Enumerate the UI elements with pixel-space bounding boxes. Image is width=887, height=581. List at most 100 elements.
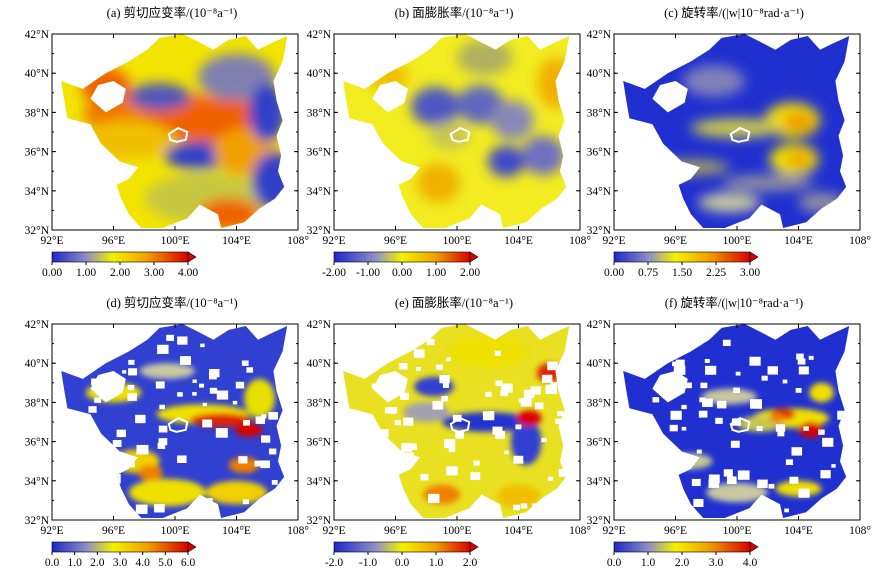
data-gap (82, 471, 92, 479)
lon-tick-label: 96°E (384, 235, 407, 247)
data-gap (756, 426, 763, 432)
field-blob (343, 463, 359, 491)
data-gap (94, 503, 101, 509)
field-blob (61, 455, 77, 487)
data-gap (523, 389, 535, 399)
data-gap (534, 402, 544, 410)
data-gap (135, 414, 146, 424)
lat-tick-label: 32°N (587, 225, 612, 237)
data-gap (700, 382, 708, 389)
data-gap (797, 358, 806, 365)
data-gap (730, 440, 740, 448)
map-d: 42°N 40°N 38°N 36°N 34°N 32°N92°E 96°E 100°E 104… (25, 319, 310, 569)
lon-tick-label: 100°E (723, 235, 752, 247)
qinghai-lake-outline (167, 126, 189, 143)
lon-tick-label: 108° (287, 525, 309, 537)
field-blob (441, 412, 534, 432)
colorbar-arrow (187, 251, 197, 263)
data-gap (494, 350, 502, 356)
lon-tick-label: 104°E (784, 525, 813, 537)
lat-tick-label: 32°N (25, 515, 50, 527)
colorbar-tick-label: 1.00 (76, 267, 96, 279)
colorbar-tick-label: 2.00 (110, 267, 130, 279)
lat-tick-label: 34°N (25, 186, 50, 198)
data-gap (662, 340, 667, 344)
field-blob (783, 113, 814, 132)
lon-tick-label: 104°E (222, 525, 251, 537)
data-gap (693, 498, 704, 507)
data-gap (255, 416, 266, 424)
data-gap (443, 439, 456, 449)
data-gap (513, 455, 524, 464)
lat-tick-label: 38°N (307, 107, 332, 119)
data-gap (209, 387, 218, 394)
data-gap (381, 445, 391, 453)
data-gap (501, 383, 513, 393)
data-gap (91, 378, 100, 386)
colorbar (613, 541, 751, 553)
colorbar-arrow (469, 541, 479, 553)
colorbar-tick-label: 0.00 (604, 267, 624, 279)
map-a: 42°N 40°N 38°N 36°N 34°N 32°N92°E 96°E 100°E 104… (25, 29, 310, 279)
data-gap (828, 503, 839, 512)
data-gap (136, 444, 149, 455)
data-gap (238, 456, 248, 464)
lat-tick-label: 42°N (25, 319, 50, 331)
data-gap (401, 443, 413, 452)
lat-tick-label: 42°N (307, 29, 332, 41)
field-blob (234, 422, 263, 437)
data-gap (104, 463, 113, 470)
field-blob (198, 198, 260, 228)
lat-tick-label: 36°N (587, 147, 612, 159)
data-gap (473, 460, 480, 466)
data-gap (803, 426, 809, 431)
panel-title: (f) 旋转率/(|w|10⁻⁸rad·a⁻¹) (664, 296, 804, 310)
data-gap (416, 366, 422, 371)
data-gap (385, 469, 396, 479)
data-gap (127, 393, 137, 401)
field-layer (623, 324, 850, 518)
colorbar-tick-label: 3.00 (740, 267, 760, 279)
data-gap (94, 397, 101, 403)
field-blob (496, 484, 541, 509)
data-gap (767, 366, 778, 375)
data-gap (199, 383, 204, 388)
data-gap (110, 501, 118, 507)
field-blob (490, 100, 534, 140)
data-gap (377, 429, 389, 438)
field-blob (248, 83, 286, 142)
lat-tick-label: 38°N (587, 107, 612, 119)
colorbar-tick-label: 0.00 (392, 267, 412, 279)
data-gap (448, 446, 456, 453)
qinghai-lake-outline (449, 126, 471, 143)
field-blob (652, 159, 730, 176)
data-gap (737, 470, 750, 480)
colorbar-tick-label: 0.0 (395, 557, 410, 569)
field-blob (251, 151, 288, 211)
lon-tick-label: 104°E (222, 235, 251, 247)
field-blob (798, 192, 845, 213)
data-gap (441, 395, 448, 402)
lat-tick-label: 38°N (25, 397, 50, 409)
data-gap (260, 460, 271, 469)
lon-tick-label: 104°E (784, 235, 813, 247)
data-gap (711, 479, 717, 484)
field-blob (769, 413, 785, 423)
data-gap (241, 360, 249, 366)
data-gap (372, 81, 408, 113)
colorbar (51, 541, 189, 553)
data-gap (808, 355, 814, 360)
data-gap (722, 339, 731, 346)
colorbar-tick-label: -1.00 (356, 267, 380, 279)
data-gap (88, 406, 97, 413)
qinghai-lake-outline (449, 416, 471, 433)
data-gap (399, 362, 408, 370)
colorbar-arrow (469, 251, 479, 263)
field-blob (521, 135, 565, 176)
data-gap (116, 429, 126, 438)
data-gap (367, 442, 377, 450)
lat-tick-label: 34°N (307, 186, 332, 198)
lat-tick-label: 42°N (587, 29, 612, 41)
lon-tick-label: 92°E (40, 235, 63, 247)
colorbar (333, 541, 471, 553)
